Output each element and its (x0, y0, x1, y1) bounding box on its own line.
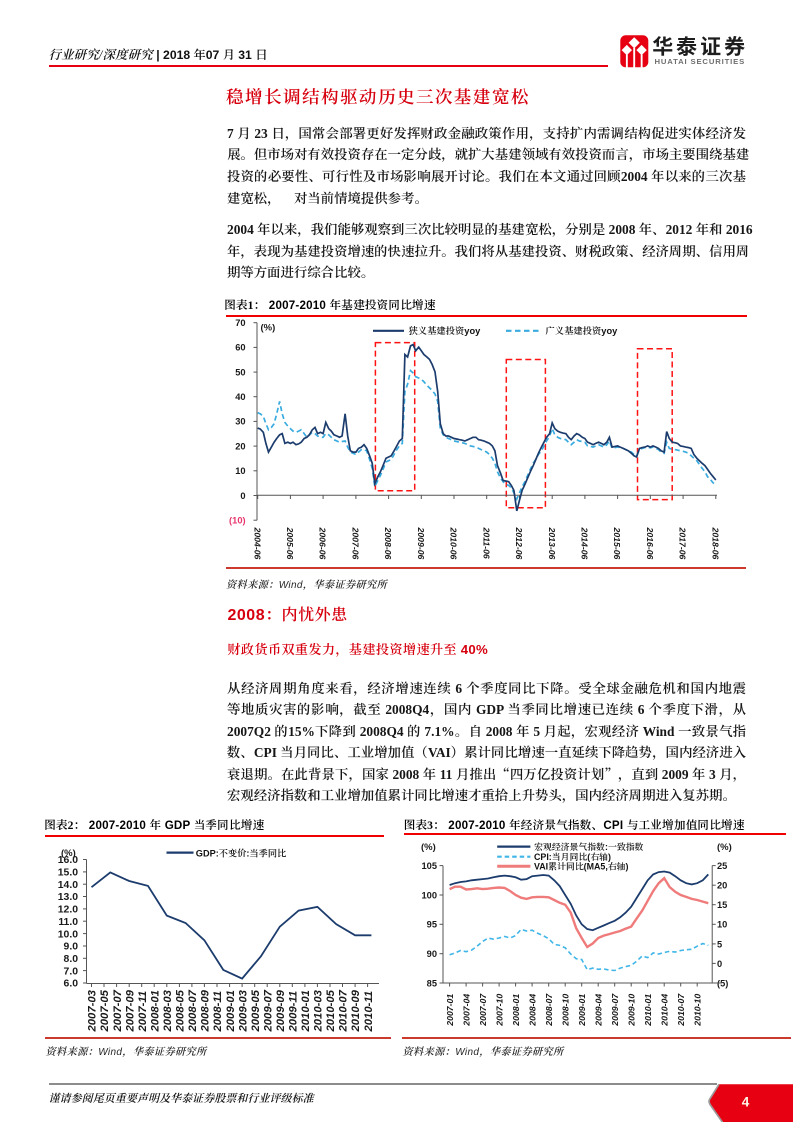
svg-text:2009-07: 2009-07 (610, 993, 620, 1027)
svg-text:2009-11: 2009-11 (287, 991, 299, 1033)
svg-text:2010-10: 2010-10 (693, 994, 703, 1027)
svg-text:100: 100 (421, 890, 437, 900)
svg-text:广义基建投资yoy: 广义基建投资yoy (545, 323, 619, 337)
svg-text:2010-07: 2010-07 (337, 989, 349, 1032)
svg-text:15: 15 (717, 900, 727, 910)
svg-text:2011-06: 2011-06 (481, 527, 491, 559)
svg-text:85: 85 (427, 978, 437, 988)
svg-text:(5): (5) (717, 978, 728, 988)
svg-text:(%): (%) (61, 848, 76, 859)
svg-text:2009-01: 2009-01 (224, 990, 236, 1032)
svg-text:2008-04: 2008-04 (528, 994, 538, 1027)
svg-text:2008-10: 2008-10 (561, 994, 571, 1027)
svg-text:2008-07: 2008-07 (187, 989, 199, 1032)
svg-text:2010-07: 2010-07 (676, 993, 686, 1027)
svg-text:2010-05: 2010-05 (325, 989, 337, 1032)
svg-text:(%): (%) (717, 842, 732, 853)
svg-text:50: 50 (235, 367, 245, 377)
svg-text:2009-05: 2009-05 (249, 989, 261, 1032)
svg-text:105: 105 (421, 861, 437, 871)
svg-text:70: 70 (235, 318, 245, 328)
svg-text:2014-06: 2014-06 (580, 527, 590, 560)
svg-text:2009-04: 2009-04 (594, 994, 604, 1027)
svg-text:宏观经济景气指数:一致指数: 宏观经济景气指数:一致指数 (534, 840, 644, 853)
svg-text:2007-10: 2007-10 (495, 994, 505, 1027)
svg-text:(%): (%) (421, 842, 436, 853)
svg-text:20: 20 (717, 881, 727, 891)
svg-text:2007-01: 2007-01 (445, 994, 455, 1027)
svg-text:2007-05: 2007-05 (99, 989, 111, 1032)
svg-text:40: 40 (235, 392, 245, 402)
svg-text:2007-06: 2007-06 (351, 527, 361, 560)
svg-text:6.0: 6.0 (63, 979, 78, 990)
svg-text:20: 20 (235, 441, 245, 451)
svg-text:2008-05: 2008-05 (174, 989, 186, 1032)
svg-text:95: 95 (427, 920, 437, 930)
svg-text:2008-09: 2008-09 (199, 989, 211, 1032)
svg-text:16.0: 16.0 (57, 855, 77, 866)
svg-text:2010-06: 2010-06 (449, 527, 459, 560)
svg-text:13.0: 13.0 (57, 892, 77, 903)
svg-text:狭义基建投资yoy: 狭义基建投资yoy (409, 323, 482, 337)
svg-text:2010-11: 2010-11 (362, 991, 374, 1033)
svg-text:2016-06: 2016-06 (645, 527, 655, 560)
svg-text:GDP:不变价:当季同比: GDP:不变价:当季同比 (195, 848, 285, 858)
svg-text:(10): (10) (229, 516, 246, 526)
svg-text:2018-06: 2018-06 (710, 527, 720, 560)
svg-text:30: 30 (235, 417, 245, 427)
svg-text:2007-07: 2007-07 (111, 989, 123, 1032)
svg-text:2010-01: 2010-01 (643, 994, 653, 1027)
svg-text:2009-03: 2009-03 (237, 989, 249, 1032)
svg-text:2009-06: 2009-06 (416, 527, 426, 560)
svg-text:10.0: 10.0 (57, 929, 77, 940)
svg-text:10: 10 (717, 920, 727, 930)
svg-text:2007-03: 2007-03 (86, 989, 98, 1032)
svg-text:2010-09: 2010-09 (350, 989, 362, 1032)
svg-text:2008-07: 2008-07 (544, 993, 554, 1027)
svg-text:90: 90 (427, 949, 437, 959)
svg-text:2008-01: 2008-01 (511, 994, 521, 1027)
svg-text:5: 5 (717, 939, 722, 949)
svg-text:2008-11: 2008-11 (212, 991, 224, 1033)
svg-text:8.0: 8.0 (63, 954, 78, 965)
svg-text:2013-06: 2013-06 (547, 527, 557, 560)
svg-text:15.0: 15.0 (57, 868, 77, 879)
svg-text:2010-04: 2010-04 (660, 994, 670, 1027)
svg-text:2007-07: 2007-07 (478, 993, 488, 1027)
svg-text:2009-10: 2009-10 (627, 994, 637, 1027)
svg-text:2007-04: 2007-04 (462, 994, 472, 1027)
svg-text:(%): (%) (261, 323, 276, 334)
svg-text:2008-03: 2008-03 (162, 989, 174, 1032)
svg-text:2015-06: 2015-06 (612, 527, 622, 560)
svg-text:CPI:当月同比(右轴): CPI:当月同比(右轴) (534, 850, 611, 863)
svg-text:14.0: 14.0 (57, 880, 77, 891)
svg-text:7.0: 7.0 (63, 966, 78, 977)
svg-text:11.0: 11.0 (58, 917, 78, 928)
svg-text:2008-01: 2008-01 (149, 990, 161, 1032)
svg-text:VAI累计同比(MA5,右轴): VAI累计同比(MA5,右轴) (534, 860, 629, 873)
svg-text:12.0: 12.0 (57, 905, 77, 916)
svg-text:10: 10 (235, 466, 245, 476)
svg-text:25: 25 (717, 861, 727, 871)
svg-text:4: 4 (742, 1095, 750, 1110)
svg-text:0: 0 (240, 491, 245, 501)
svg-text:9.0: 9.0 (63, 942, 78, 953)
svg-text:0: 0 (717, 959, 722, 969)
svg-text:2009-01: 2009-01 (577, 994, 587, 1027)
svg-text:2010-01: 2010-01 (300, 990, 312, 1032)
svg-text:2007-11: 2007-11 (136, 991, 148, 1033)
svg-text:2009-07: 2009-07 (262, 989, 274, 1032)
svg-text:2006-06: 2006-06 (318, 527, 328, 560)
svg-text:2010-03: 2010-03 (312, 989, 324, 1032)
svg-text:2017-06: 2017-06 (678, 527, 688, 560)
svg-text:2005-06: 2005-06 (285, 527, 295, 560)
svg-text:60: 60 (235, 343, 245, 353)
svg-text:2009-09: 2009-09 (274, 989, 286, 1032)
svg-text:2007-09: 2007-09 (124, 989, 136, 1032)
svg-text:2012-06: 2012-06 (514, 527, 524, 560)
svg-text:2008-06: 2008-06 (383, 527, 393, 560)
svg-text:2004-06: 2004-06 (252, 527, 262, 560)
